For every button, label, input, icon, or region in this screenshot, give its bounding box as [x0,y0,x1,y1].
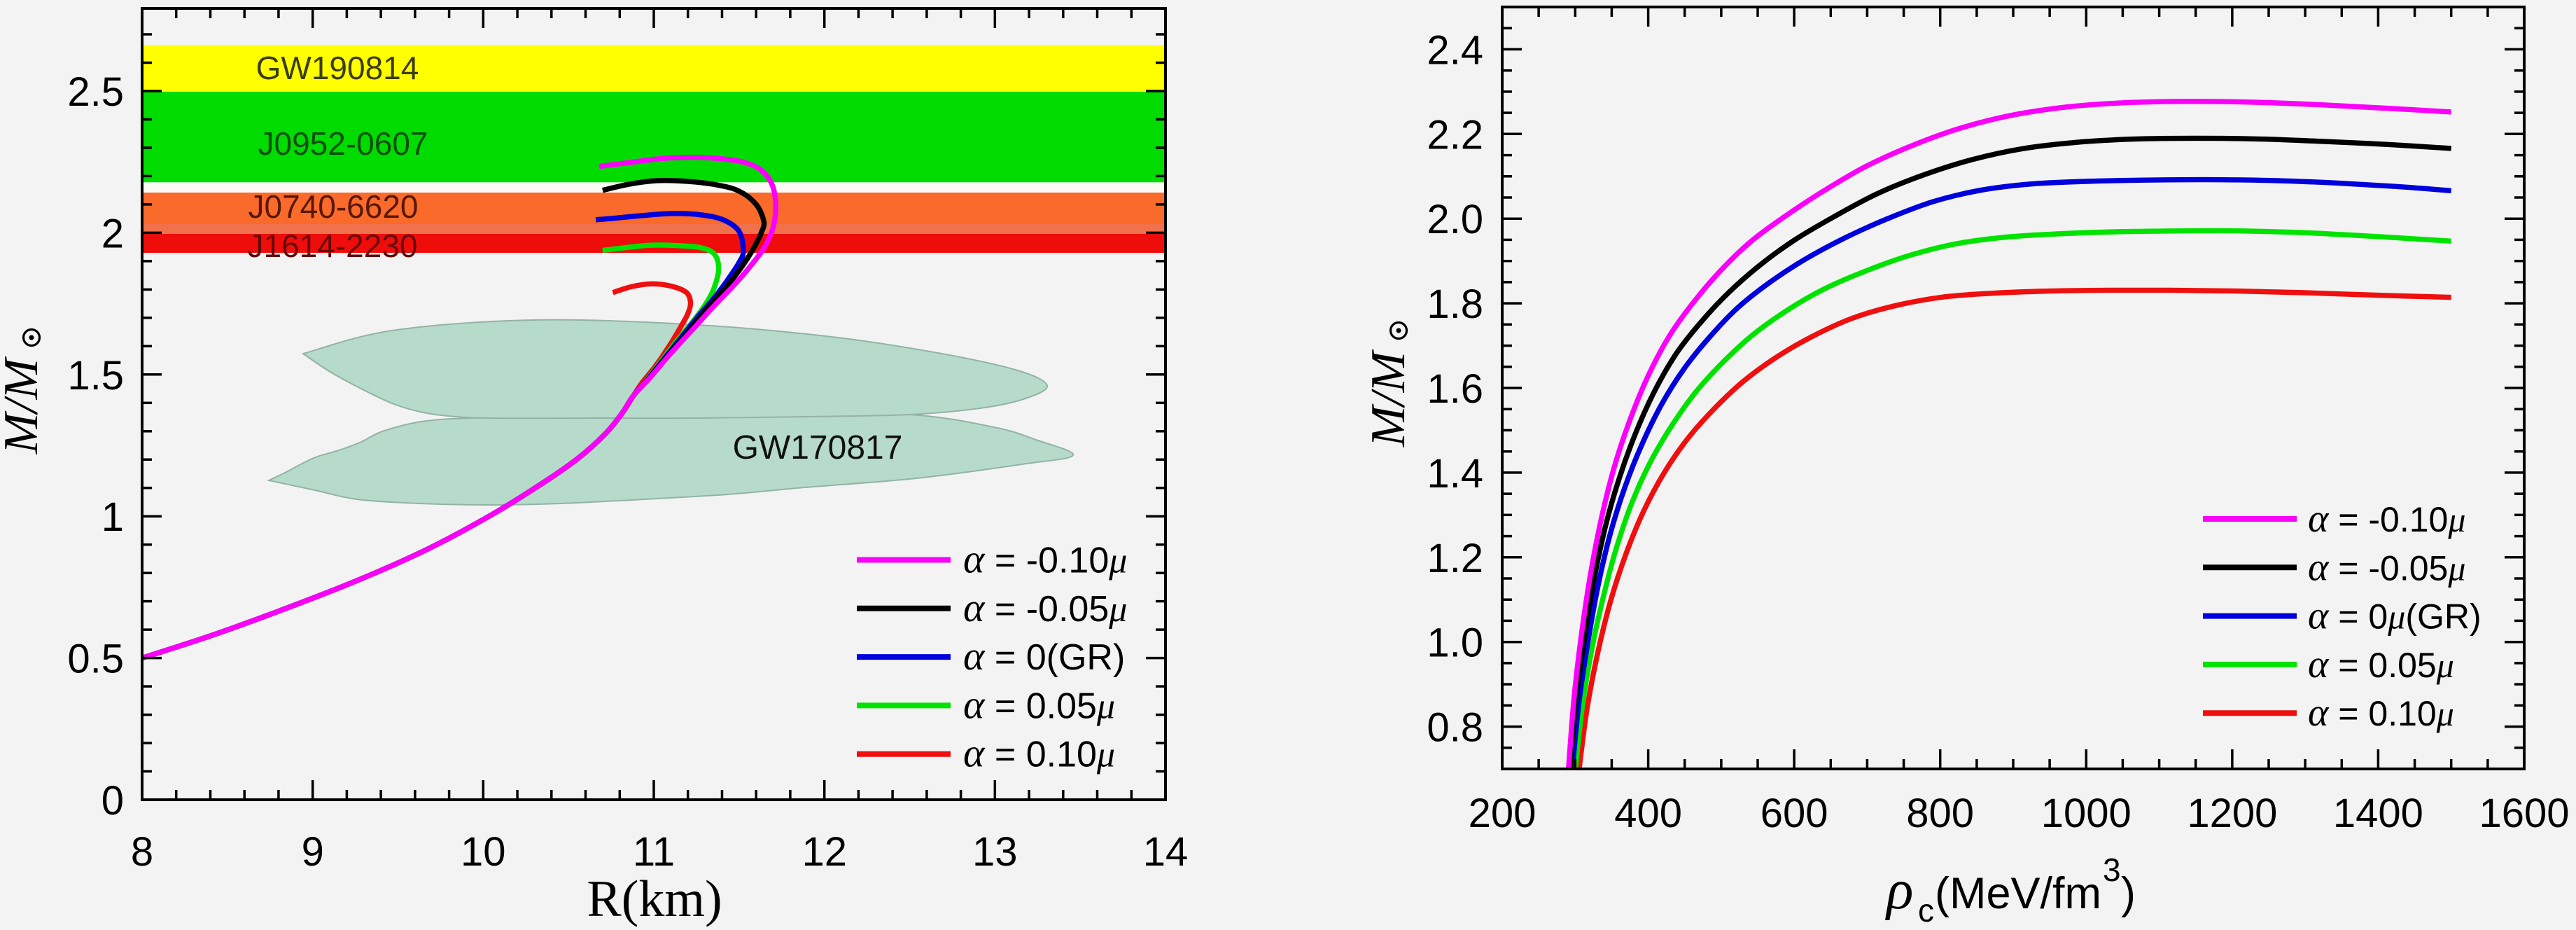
svg-text:0: 0 [102,778,124,824]
svg-text:1200: 1200 [2187,791,2277,836]
svg-text:α = -0.05μ: α = -0.05μ [2308,546,2465,589]
svg-text:0.8: 0.8 [1427,705,1483,751]
svg-text:R(km): R(km) [587,870,722,926]
svg-text:11: 11 [633,829,675,875]
svg-text:12: 12 [802,829,847,875]
svg-text:8: 8 [131,829,153,875]
svg-text:1.0: 1.0 [1427,620,1483,666]
svg-text:M/M: M/M [1362,349,1415,447]
svg-text:J0740-6620: J0740-6620 [248,188,419,225]
svg-text:ρ: ρ [1884,859,1913,921]
svg-text:c: c [1918,892,1934,926]
svg-text:1600: 1600 [2479,791,2569,836]
svg-text:J0952-0607: J0952-0607 [258,125,428,162]
svg-text:2: 2 [102,211,124,256]
svg-text:800: 800 [1906,791,1974,836]
svg-text:α = 0μ(GR): α = 0μ(GR) [2308,595,2482,638]
svg-text:1000: 1000 [2041,791,2132,836]
svg-text:GW170817: GW170817 [733,429,903,466]
svg-text:α = 0.05μ: α = 0.05μ [963,681,1115,727]
svg-text:600: 600 [1760,791,1828,836]
svg-text:α = -0.10μ: α = -0.10μ [2308,497,2465,541]
svg-text:α = 0.05μ: α = 0.05μ [2308,643,2454,686]
svg-text:14: 14 [1143,829,1189,875]
svg-text:J1614-2230: J1614-2230 [248,228,418,264]
svg-text:α = 0.10μ: α = 0.10μ [2308,691,2454,735]
svg-text:2.5: 2.5 [67,69,124,115]
svg-text:α = 0(GR): α = 0(GR) [963,633,1125,679]
svg-text:1.5: 1.5 [67,353,124,398]
svg-text:9: 9 [302,829,324,875]
svg-text:10: 10 [461,829,506,875]
svg-text:1: 1 [102,494,124,540]
svg-text:1.2: 1.2 [1427,536,1483,581]
svg-text:200: 200 [1469,791,1536,836]
svg-text:2.0: 2.0 [1427,197,1483,242]
svg-text:(MeV/fm: (MeV/fm [1935,869,2101,918]
svg-text:1.6: 1.6 [1427,366,1483,412]
svg-text:α = 0.10μ: α = 0.10μ [963,730,1115,776]
svg-text:400: 400 [1614,791,1682,836]
svg-text:2.2: 2.2 [1427,112,1483,158]
svg-text:13: 13 [972,829,1018,875]
svg-text:2.4: 2.4 [1427,27,1483,73]
svg-text:1.8: 1.8 [1427,282,1483,327]
svg-text:1400: 1400 [2333,791,2423,836]
svg-text:GW190814: GW190814 [256,50,419,86]
svg-text:0.5: 0.5 [67,637,124,682]
svg-text:3: 3 [2103,852,2121,888]
svg-text:α = -0.05μ: α = -0.05μ [963,585,1127,630]
svg-text:α = -0.10μ: α = -0.10μ [963,536,1127,582]
svg-text:M/M: M/M [0,356,48,454]
svg-text:1.4: 1.4 [1427,451,1483,497]
svg-text:): ) [2121,869,2136,918]
